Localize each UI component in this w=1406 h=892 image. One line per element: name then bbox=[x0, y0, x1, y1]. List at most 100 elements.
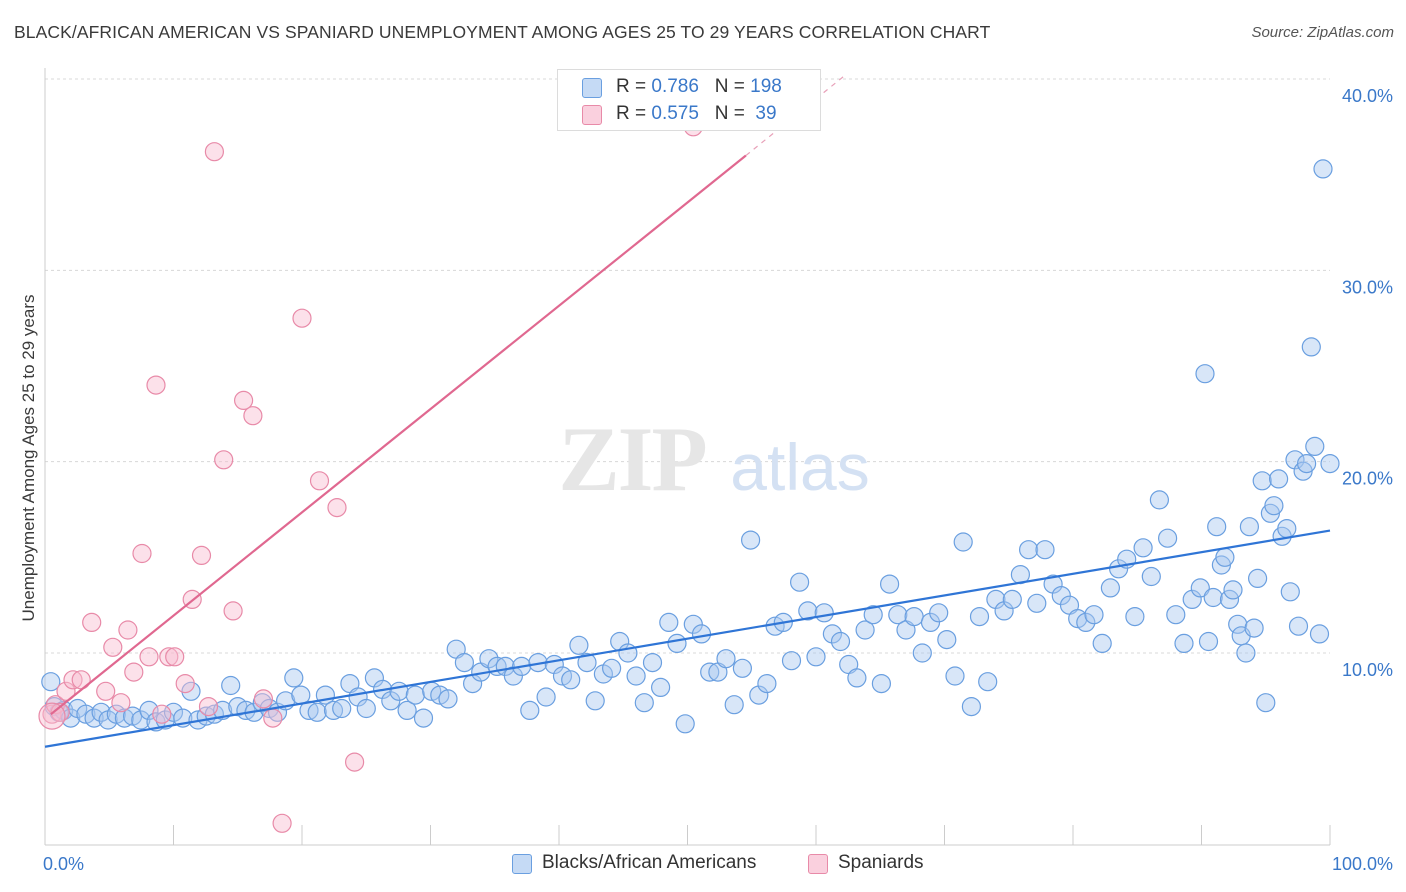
point-blacks bbox=[1100, 578, 1121, 598]
point-spaniards bbox=[263, 708, 283, 728]
point-blacks bbox=[41, 672, 61, 692]
point-blacks bbox=[1277, 518, 1297, 539]
point-spaniards bbox=[165, 647, 185, 667]
point-blacks bbox=[953, 532, 973, 552]
point-blacks bbox=[91, 702, 111, 722]
point-spaniards bbox=[146, 375, 166, 395]
point-blacks bbox=[879, 574, 900, 594]
point-blacks bbox=[798, 601, 818, 621]
point-blacks bbox=[1166, 605, 1186, 625]
correlation-legend: R = 0.786 N = 198 R = 0.575 N = 39 bbox=[557, 69, 821, 131]
point-spaniards bbox=[272, 813, 292, 833]
point-blacks bbox=[213, 700, 233, 721]
point-spaniards bbox=[345, 752, 365, 772]
point-blacks bbox=[569, 635, 589, 655]
point-blacks bbox=[691, 624, 712, 644]
x-tick-label: 100.0% bbox=[1332, 854, 1393, 874]
point-blacks bbox=[724, 695, 744, 715]
point-blacks bbox=[1244, 618, 1264, 638]
point-blacks bbox=[642, 652, 663, 673]
y-tick-label: 10.0% bbox=[1342, 660, 1393, 680]
point-spaniards bbox=[103, 637, 123, 657]
point-blacks bbox=[438, 689, 458, 709]
point-blacks bbox=[1207, 517, 1227, 537]
point-blacks bbox=[1268, 469, 1289, 489]
point-blacks bbox=[1125, 606, 1145, 627]
point-blacks bbox=[830, 631, 851, 652]
point-blacks bbox=[969, 606, 990, 627]
point-spaniards bbox=[214, 450, 234, 470]
point-spaniards bbox=[96, 681, 116, 701]
point-blacks bbox=[479, 649, 499, 669]
point-blacks bbox=[1280, 582, 1300, 602]
point-blacks bbox=[634, 693, 654, 713]
point-spaniards bbox=[152, 704, 172, 724]
point-blacks bbox=[284, 668, 304, 688]
point-blacks bbox=[1252, 471, 1272, 491]
legend-stats-spaniards: R = 0.575 N = 39 bbox=[616, 103, 777, 124]
point-blacks bbox=[1149, 490, 1170, 510]
point-spaniards bbox=[204, 142, 224, 162]
point-blacks bbox=[1288, 616, 1309, 636]
point-blacks bbox=[732, 658, 753, 678]
watermark-atlas: atlas bbox=[730, 430, 869, 504]
watermark-zip: ZIP bbox=[558, 408, 705, 510]
point-blacks bbox=[1195, 364, 1215, 384]
y-axis-label: Unemployment Among Ages 25 to 29 years bbox=[19, 295, 38, 622]
point-blacks bbox=[131, 710, 151, 730]
point-spaniards bbox=[223, 601, 243, 621]
point-spaniards bbox=[191, 545, 212, 566]
legend-swatch-blacks bbox=[582, 78, 602, 98]
point-spaniards bbox=[82, 612, 102, 633]
trend-line-spaniards bbox=[50, 154, 747, 716]
point-blacks bbox=[683, 614, 703, 634]
point-spaniards bbox=[124, 662, 144, 682]
point-blacks bbox=[1296, 454, 1317, 474]
point-blacks bbox=[814, 603, 834, 623]
point-blacks bbox=[1027, 593, 1047, 613]
series-spaniards-points bbox=[38, 117, 703, 833]
point-blacks bbox=[929, 603, 949, 623]
point-blacks bbox=[561, 670, 581, 690]
point-spaniards bbox=[132, 543, 152, 564]
point-blacks bbox=[1228, 614, 1248, 634]
point-blacks bbox=[1076, 612, 1096, 633]
point-blacks bbox=[847, 668, 867, 688]
point-blacks bbox=[1141, 566, 1161, 587]
point-blacks bbox=[1157, 528, 1178, 548]
point-blacks bbox=[781, 651, 802, 671]
trend-line-blacks bbox=[44, 529, 1331, 748]
point-blacks bbox=[389, 681, 409, 701]
y-tick-label: 40.0% bbox=[1342, 86, 1393, 106]
point-blacks bbox=[757, 673, 777, 694]
legend-stats-blacks: R = 0.786 N = 198 bbox=[616, 76, 782, 97]
point-spaniards bbox=[118, 620, 138, 640]
point-blacks bbox=[1035, 540, 1055, 560]
bottom-legend-swatch-spaniards bbox=[808, 854, 828, 874]
bottom-legend-label-spaniards: Spaniards bbox=[838, 852, 924, 873]
point-blacks bbox=[181, 681, 201, 701]
point-blacks bbox=[1051, 585, 1071, 606]
point-blacks bbox=[397, 700, 417, 721]
point-spaniards bbox=[63, 670, 83, 690]
point-blacks bbox=[863, 605, 883, 625]
point-blacks bbox=[1203, 587, 1223, 608]
point-blacks bbox=[855, 620, 875, 640]
point-blacks bbox=[626, 666, 646, 686]
point-spaniards bbox=[253, 689, 273, 709]
point-blacks bbox=[740, 530, 761, 550]
point-spaniards bbox=[234, 390, 254, 410]
point-blacks bbox=[1256, 693, 1276, 713]
point-blacks bbox=[1215, 547, 1235, 567]
point-blacks bbox=[1084, 605, 1104, 625]
gridlines bbox=[45, 78, 1330, 654]
point-blacks bbox=[659, 612, 679, 633]
legend-swatch-spaniards bbox=[582, 105, 602, 125]
point-blacks bbox=[520, 700, 540, 721]
point-blacks bbox=[1190, 578, 1210, 598]
x-tick-label: 0.0% bbox=[43, 854, 84, 874]
point-blacks bbox=[1264, 496, 1284, 516]
point-blacks bbox=[1320, 454, 1340, 474]
axes bbox=[44, 68, 1331, 846]
point-blacks bbox=[61, 708, 81, 728]
